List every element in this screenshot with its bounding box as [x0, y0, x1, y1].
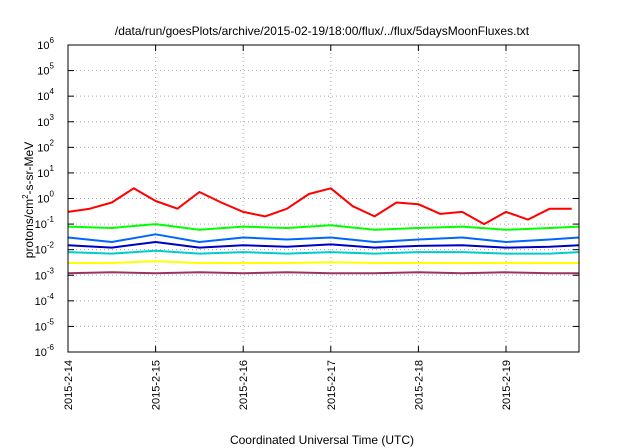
y-tick-label: 10-4	[35, 292, 55, 308]
y-tick-label: 101	[37, 164, 54, 180]
x-tick-label: 2015-2-16	[238, 360, 250, 410]
series-line-3	[67, 233, 580, 243]
y-tick-label: 10-1	[35, 215, 55, 231]
y-axis-label: protons/cm2-s-sr-MeV	[21, 142, 36, 258]
series-group	[67, 187, 580, 275]
series-line-2	[67, 223, 580, 231]
x-tick-label: 2015-2-19	[501, 360, 513, 410]
y-tick-label: 105	[37, 62, 54, 78]
series-line-7	[67, 271, 579, 275]
y-tick-label: 10-3	[35, 266, 55, 282]
y-tick-label: 100	[37, 190, 54, 206]
x-tick-label: 2015-2-14	[63, 360, 75, 410]
series-line-4	[67, 241, 580, 249]
y-tick-labels: 106 105 104 103 102 101 100 10-1 10-2 10-3 10-4 10-…	[35, 36, 55, 359]
series-line-6	[68, 260, 579, 264]
x-tick-labels: 2015-2-14 2015-2-15 2015-2-16 2015-2-17 2015…	[63, 360, 513, 410]
x-tick-label: 2015-2-15	[151, 360, 163, 410]
y-tick-label: 10-5	[35, 317, 55, 333]
ticks	[67, 44, 579, 353]
y-tick-label: 10-2	[35, 241, 55, 257]
y-tick-label: 10-6	[35, 343, 55, 359]
y-tick-label: 106	[37, 36, 54, 52]
grid	[68, 45, 579, 352]
series-line-1	[67, 187, 572, 226]
y-tick-label: 102	[37, 138, 54, 154]
y-tick-label: 103	[37, 113, 54, 129]
chart-title: /data/run/goesPlots/archive/2015-02-19/1…	[115, 24, 530, 38]
x-axis-label: Coordinated Universal Time (UTC)	[230, 433, 414, 447]
x-tick-label: 2015-2-18	[413, 360, 425, 410]
series-line-5	[67, 249, 580, 255]
y-tick-label: 104	[37, 87, 54, 103]
x-tick-label: 2015-2-17	[326, 360, 338, 410]
